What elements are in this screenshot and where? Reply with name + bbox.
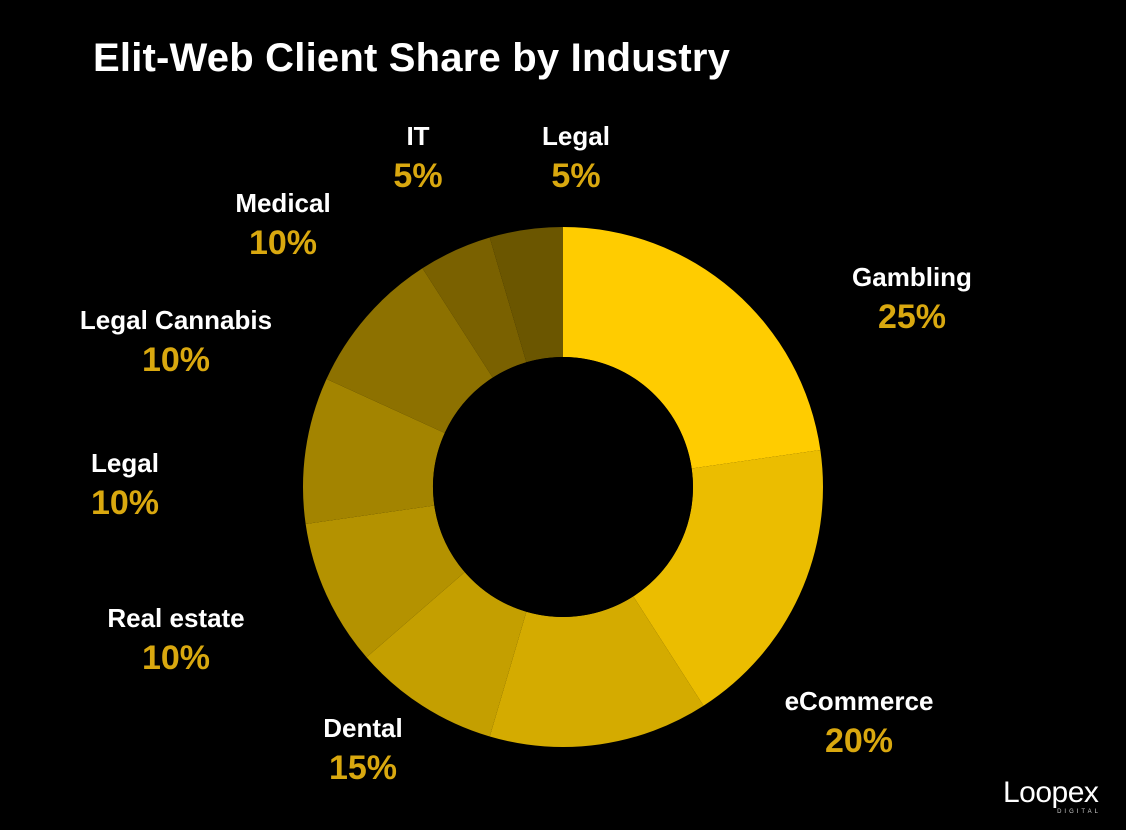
pie-slice-legal-8 xyxy=(489,227,563,363)
slice-label-value: 25% xyxy=(877,298,947,336)
slice-label-value: 10% xyxy=(141,639,211,677)
slice-label-value: 10% xyxy=(141,341,211,379)
slice-label-0: Gambling 25% xyxy=(852,264,972,334)
slice-label-name: Legal Cannabis xyxy=(79,305,273,335)
pie-slice-real-estate-3 xyxy=(366,572,527,737)
loopex-logo: Loopex DIGITAL xyxy=(1003,776,1101,816)
slice-label-name: Dental xyxy=(323,713,403,743)
slice-label-name: Medical xyxy=(235,188,331,218)
pie-slice-medical-6 xyxy=(326,268,493,433)
chart-title: Elit-Web Client Share by Industry xyxy=(93,36,731,80)
slice-label-value: 10% xyxy=(90,484,160,522)
slice-label-name: Gambling xyxy=(852,262,972,292)
slice-label-value: 5% xyxy=(551,157,601,195)
slice-label-value: 5% xyxy=(393,157,443,195)
slice-label-name: Real estate xyxy=(107,603,245,633)
slice-label-5: Legal Cannabis 10% xyxy=(80,307,272,377)
slice-label-7: IT 5% xyxy=(393,123,442,193)
slice-label-value: 15% xyxy=(328,749,398,787)
slice-label-6: Medical 10% xyxy=(235,190,330,260)
slice-label-8: Legal 5% xyxy=(542,123,610,193)
slice-label-3: Real estate 10% xyxy=(107,605,244,675)
slice-label-name: Legal xyxy=(542,121,610,151)
slice-label-name: Legal xyxy=(91,448,159,478)
slice-label-value: 20% xyxy=(824,722,894,760)
slice-label-1: eCommerce 20% xyxy=(785,688,934,758)
slice-label-name: IT xyxy=(406,121,430,151)
pie-slice-legal-4 xyxy=(305,505,465,658)
slice-label-value: 10% xyxy=(248,224,318,262)
slice-label-name: eCommerce xyxy=(784,686,934,716)
pie-slice-it-7 xyxy=(422,237,527,378)
slice-label-2: Dental 15% xyxy=(323,715,402,785)
pie-slice-ecommerce-1 xyxy=(633,449,823,706)
pie-slice-dental-2 xyxy=(489,596,704,748)
pie-slice-legal-cannabis-5 xyxy=(303,378,445,525)
donut-hole xyxy=(433,357,693,617)
slice-label-4: Legal 10% xyxy=(91,450,159,520)
pie-slice-gambling-0 xyxy=(563,227,821,469)
